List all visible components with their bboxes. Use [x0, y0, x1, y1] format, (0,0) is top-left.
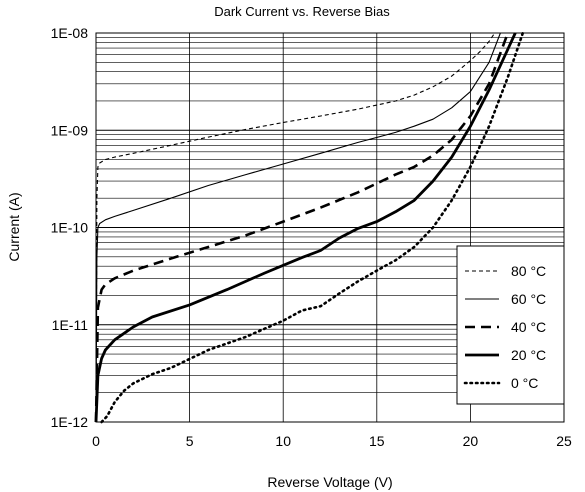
- chart-title: Dark Current vs. Reverse Bias: [214, 4, 390, 19]
- series-line-60c: [95, 32, 501, 423]
- y-tick-label: 1E-09: [51, 122, 89, 138]
- y-tick-labels: 1E-12 1E-11 1E-10 1E-09 1E-08: [51, 25, 89, 430]
- series-line-80c: [95, 32, 496, 423]
- series-line-20c: [94, 32, 517, 423]
- x-tick-label: 25: [556, 433, 572, 449]
- legend-box: [456, 245, 565, 405]
- x-axis-title: Reverse Voltage (V): [267, 474, 392, 490]
- legend-label: 60 °C: [511, 291, 546, 307]
- x-tick-label: 15: [369, 433, 385, 449]
- x-tick-label: 0: [92, 433, 100, 449]
- series-lines: [94, 31, 525, 424]
- legend-label: 40 °C: [511, 319, 546, 335]
- legend: 80 °C 60 °C 40 °C 20 °C 0 °C: [456, 245, 565, 405]
- legend-label: 80 °C: [511, 263, 546, 279]
- y-tick-label: 1E-08: [51, 25, 89, 41]
- x-tick-label: 20: [463, 433, 479, 449]
- x-tick-labels: 0 5 10 15 20 25: [92, 433, 572, 449]
- y-tick-label: 1E-10: [51, 220, 89, 236]
- y-tick-label: 1E-11: [52, 317, 89, 333]
- legend-label: 0 °C: [511, 375, 538, 391]
- x-tick-label: 5: [186, 433, 194, 449]
- legend-label: 20 °C: [511, 347, 546, 363]
- series-line-40c: [94, 32, 510, 423]
- y-axis-title: Current (A): [6, 192, 22, 261]
- series-line-0c: [100, 31, 525, 424]
- y-tick-label: 1E-12: [51, 414, 89, 430]
- plot-frame: [95, 32, 565, 423]
- x-tick-label: 10: [275, 433, 291, 449]
